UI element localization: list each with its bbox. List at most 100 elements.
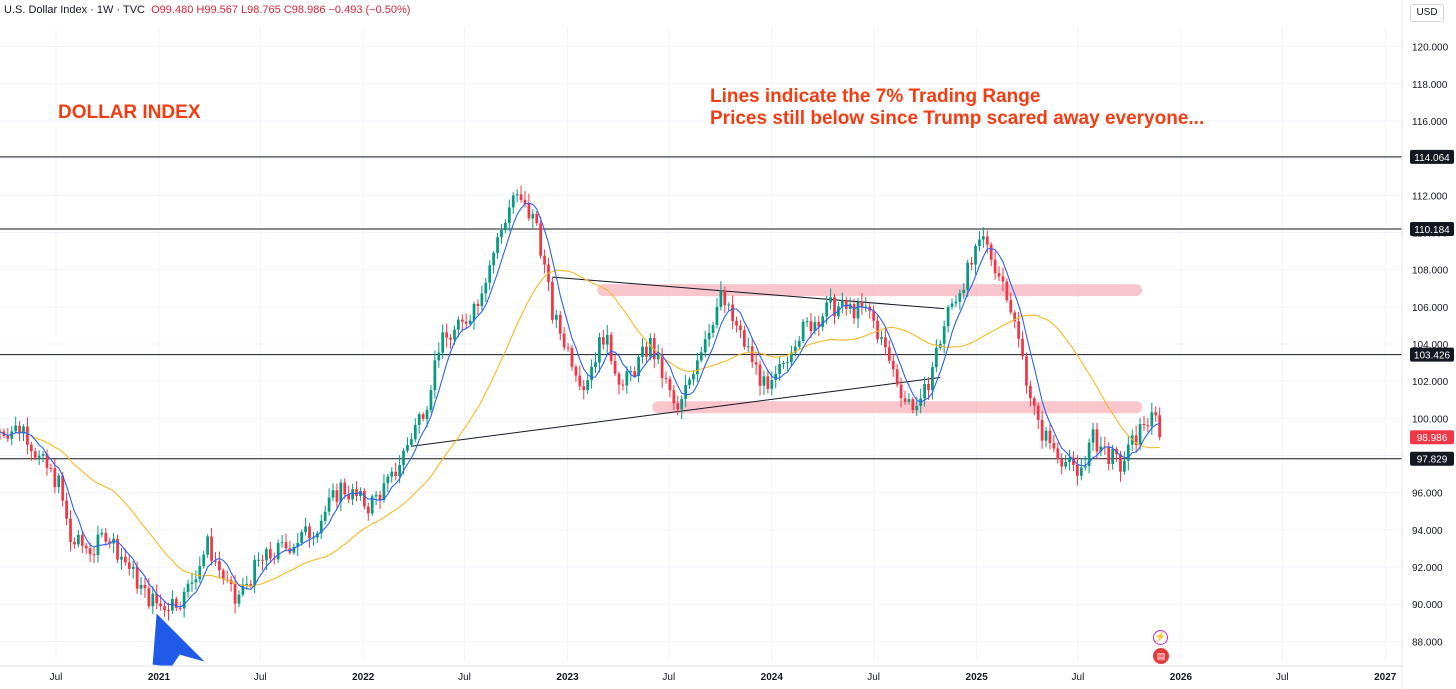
candle-body (382, 483, 386, 501)
candle-body (934, 347, 938, 368)
candle-body (566, 347, 570, 349)
candle-body (351, 489, 354, 500)
price-tick-label: 118.000 (1412, 80, 1448, 91)
candle-body (370, 496, 374, 514)
candle-body (860, 301, 864, 308)
chart-grid (0, 28, 1402, 660)
candle-body (1099, 446, 1103, 452)
us-flag-icon[interactable]: ▤ (1153, 648, 1169, 664)
candle-body (202, 554, 206, 567)
price-tick-label: 88.000 (1412, 637, 1443, 648)
candle-body (61, 475, 65, 501)
candle-body (1126, 444, 1130, 461)
candle-body (762, 376, 766, 386)
candle-body (1060, 459, 1064, 467)
candle-body (891, 360, 895, 370)
time-axis[interactable]: Jul 2021 Jul 2022 Jul 2023 Jul 2024 Jul 2025 Jul 20… (0, 665, 1402, 683)
candle-body (178, 607, 182, 609)
candle-body (261, 559, 264, 561)
candle-body (829, 297, 832, 303)
candle-body (460, 319, 464, 322)
candle-body (958, 293, 962, 302)
candle-body (852, 304, 856, 319)
candle-body (840, 299, 844, 307)
candle-body (715, 306, 719, 326)
candle-body (500, 230, 503, 238)
candle-body (1001, 276, 1005, 282)
annotation-line-1: Lines indicate the 7% Trading Range (710, 86, 1041, 107)
price-tick-label: 108.000 (1412, 266, 1449, 277)
candle-body (743, 330, 746, 347)
candle-body (116, 538, 119, 560)
candle-body (574, 366, 578, 376)
candle-body (366, 506, 370, 514)
candle-body (390, 471, 394, 477)
candle-body (155, 593, 159, 604)
candle-body (421, 414, 425, 419)
time-tick-label: 2025 (966, 672, 989, 683)
candle-body (104, 532, 108, 542)
candle-body (323, 511, 327, 521)
candle-body (621, 384, 625, 386)
candle-body (374, 494, 378, 497)
candle-body (633, 371, 637, 376)
candle-body (26, 426, 29, 445)
candle-body (29, 444, 33, 452)
candle-body (492, 252, 496, 266)
candle-body (903, 398, 907, 402)
level-price-label: 103.426 (1414, 351, 1451, 362)
candle-body (76, 534, 80, 545)
level-price-label: 114.064 (1414, 153, 1450, 164)
candle-body (1079, 467, 1083, 476)
candle-body (355, 489, 358, 497)
candle-body (539, 223, 543, 256)
candle-body (221, 570, 225, 580)
candle-body (276, 543, 280, 560)
time-tick-label: 2021 (148, 672, 171, 683)
candle-body (551, 281, 554, 320)
candle-body (1036, 405, 1040, 420)
price-axis[interactable]: 88.00090.00092.00094.00096.00098.000100.… (1401, 0, 1454, 689)
candle-body (570, 347, 574, 367)
candle-body (131, 566, 135, 569)
candle-body (793, 346, 797, 353)
candle-body (272, 558, 276, 560)
price-tick-label: 116.000 (1412, 117, 1448, 128)
candle-body (997, 273, 1001, 277)
candle-body (519, 194, 523, 200)
candle-body (872, 310, 876, 321)
candle-body (135, 566, 139, 589)
candle-body (413, 424, 417, 440)
candle-body (1083, 466, 1087, 468)
candle-body (895, 369, 899, 385)
candle-body (163, 606, 166, 611)
candle-body (1072, 457, 1075, 465)
candle-body (609, 334, 613, 362)
currency-button[interactable]: USD (1410, 4, 1444, 22)
candle-body (695, 360, 699, 375)
candle-body (80, 534, 84, 546)
candle-body (985, 236, 989, 245)
candle-body (735, 320, 738, 326)
candle-body (1052, 442, 1056, 449)
level-price-label: 110.184 (1414, 225, 1450, 236)
time-tick-label: Jul (254, 672, 267, 683)
candle-body (711, 325, 715, 333)
time-tick-label: 2024 (761, 672, 784, 683)
candle-body (233, 584, 237, 604)
candle-body (319, 520, 323, 534)
moving-averages (0, 202, 1160, 608)
candle-body (907, 399, 911, 402)
candle-body (645, 346, 648, 357)
candle-body (1040, 419, 1044, 441)
candle-body (801, 321, 805, 342)
candle-body (147, 588, 151, 607)
lightning-icon[interactable]: ⚡ (1153, 630, 1168, 645)
price-tick-label: 112.000 (1412, 191, 1448, 202)
candle-body (45, 454, 49, 468)
candle-body (989, 244, 993, 260)
time-tick-label: Jul (50, 672, 63, 683)
candle-body (214, 560, 217, 562)
candle-body (531, 213, 535, 219)
